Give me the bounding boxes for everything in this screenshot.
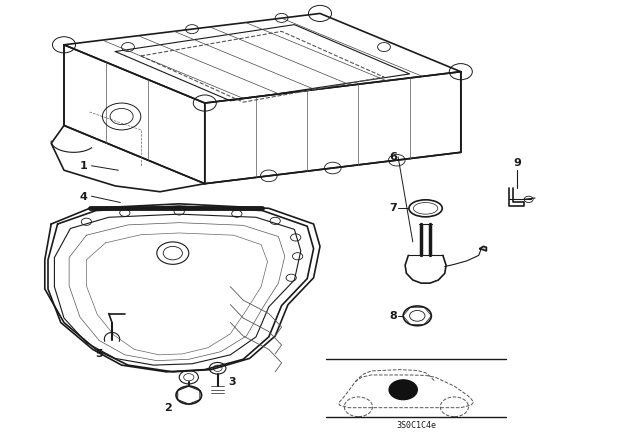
- Text: 6: 6: [389, 152, 397, 162]
- Text: 4: 4: [79, 192, 87, 202]
- Text: 3S0C1C4e: 3S0C1C4e: [396, 421, 436, 430]
- Text: 9: 9: [513, 158, 521, 168]
- Text: 5: 5: [95, 349, 103, 359]
- Polygon shape: [480, 246, 486, 251]
- Text: 7: 7: [389, 203, 397, 213]
- Text: 8: 8: [389, 311, 397, 321]
- Text: 2: 2: [164, 403, 172, 413]
- Text: 1: 1: [79, 161, 87, 171]
- Circle shape: [389, 380, 417, 400]
- Text: 3: 3: [228, 377, 236, 387]
